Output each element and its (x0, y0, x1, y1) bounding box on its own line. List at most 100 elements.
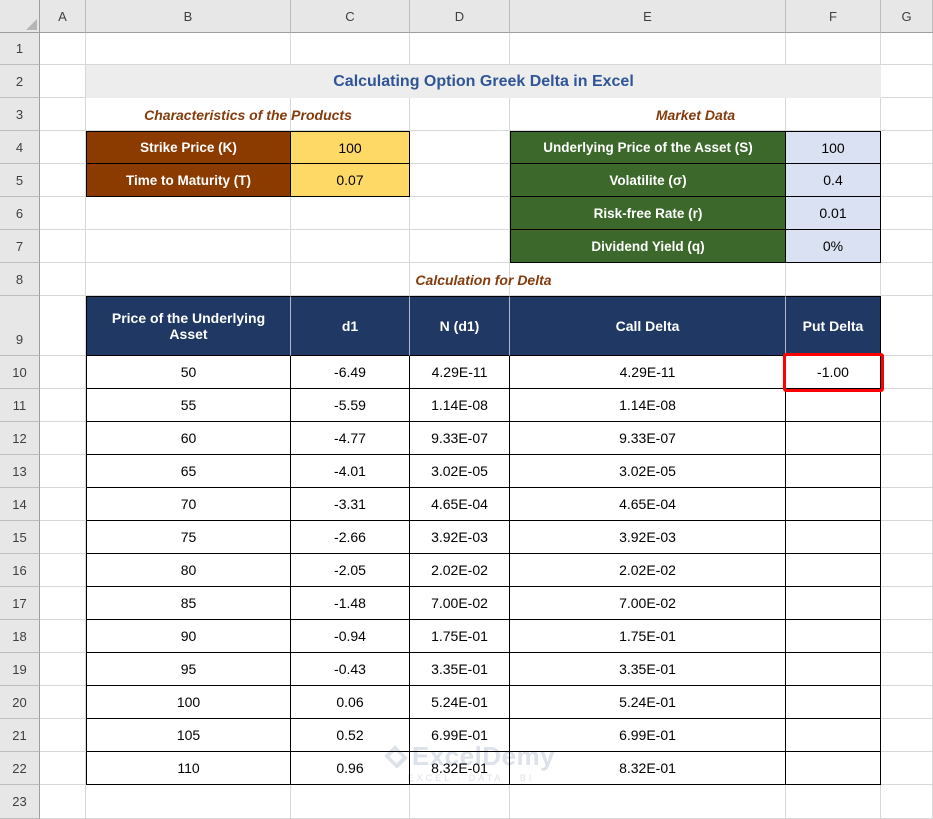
delta-cell[interactable] (786, 422, 881, 455)
delta-cell[interactable]: 9.33E-07 (410, 422, 510, 455)
delta-cell[interactable]: 4.65E-04 (510, 488, 786, 521)
delta-cell[interactable]: 2.02E-02 (510, 554, 786, 587)
row-header-18[interactable]: 18 (0, 620, 40, 653)
grid-cell[interactable] (410, 33, 510, 65)
delta-cell[interactable]: 1.14E-08 (410, 389, 510, 422)
delta-cell[interactable]: 3.35E-01 (410, 653, 510, 686)
delta-cell[interactable]: 3.92E-03 (510, 521, 786, 554)
delta-cell[interactable]: 1.75E-01 (410, 620, 510, 653)
volatility-label-cell[interactable]: Volatilite (σ) (510, 164, 786, 197)
delta-cell[interactable]: 70 (86, 488, 291, 521)
grid-cell[interactable] (786, 785, 881, 819)
delta-cell[interactable]: 85 (86, 587, 291, 620)
delta-cell[interactable]: 100 (86, 686, 291, 719)
volatility-value-cell[interactable]: 0.4 (786, 164, 881, 197)
grid-cell[interactable] (40, 587, 86, 620)
delta-cell[interactable]: 2.02E-02 (410, 554, 510, 587)
delta-cell[interactable]: -0.94 (291, 620, 410, 653)
delta-cell[interactable]: 0.96 (291, 752, 410, 785)
delta-cell[interactable]: 0.52 (291, 719, 410, 752)
grid-cell[interactable] (786, 263, 881, 296)
delta-cell[interactable] (786, 554, 881, 587)
delta-cell[interactable]: 8.32E-01 (410, 752, 510, 785)
column-header-g[interactable]: G (881, 0, 933, 33)
grid-cell[interactable] (86, 263, 291, 296)
grid-cell[interactable] (881, 785, 933, 819)
grid-cell[interactable] (410, 785, 510, 819)
grid-cell[interactable] (40, 752, 86, 785)
grid-cell[interactable] (881, 33, 933, 65)
delta-header-cell[interactable]: Put Delta (786, 296, 881, 356)
delta-cell[interactable]: 105 (86, 719, 291, 752)
risk-free-rate-value-cell[interactable]: 0.01 (786, 197, 881, 230)
grid-cell[interactable] (291, 98, 410, 131)
row-header-6[interactable]: 6 (0, 197, 40, 230)
grid-cell[interactable] (40, 389, 86, 422)
row-header-3[interactable]: 3 (0, 98, 40, 131)
grid-cell[interactable] (881, 554, 933, 587)
dividend-yield-label-cell[interactable]: Dividend Yield (q) (510, 230, 786, 263)
delta-cell[interactable]: 7.00E-02 (410, 587, 510, 620)
grid-cell[interactable] (40, 164, 86, 197)
underlying-price-value-cell[interactable]: 100 (786, 131, 881, 164)
grid-cell[interactable] (291, 33, 410, 65)
delta-cell[interactable]: 55 (86, 389, 291, 422)
row-header-21[interactable]: 21 (0, 719, 40, 752)
row-header-13[interactable]: 13 (0, 455, 40, 488)
column-header-f[interactable]: F (786, 0, 881, 33)
delta-cell[interactable] (786, 488, 881, 521)
dividend-yield-value-cell[interactable]: 0% (786, 230, 881, 263)
delta-cell[interactable]: 1.75E-01 (510, 620, 786, 653)
grid-cell[interactable] (40, 197, 86, 230)
grid-cell[interactable] (40, 230, 86, 263)
delta-cell[interactable]: 3.02E-05 (410, 455, 510, 488)
delta-cell[interactable]: 3.02E-05 (510, 455, 786, 488)
grid-cell[interactable] (40, 653, 86, 686)
grid-cell[interactable] (410, 164, 510, 197)
underlying-price-label-cell[interactable]: Underlying Price of the Asset (S) (510, 131, 786, 164)
market-data-heading[interactable]: Market Data (655, 106, 736, 123)
grid-cell[interactable] (40, 131, 86, 164)
delta-cell[interactable]: 5.24E-01 (410, 686, 510, 719)
grid-cell[interactable] (410, 98, 510, 131)
delta-cell[interactable]: 7.00E-02 (510, 587, 786, 620)
grid-cell[interactable] (881, 719, 933, 752)
row-header-20[interactable]: 20 (0, 686, 40, 719)
grid-cell[interactable] (881, 389, 933, 422)
grid-cell[interactable] (291, 785, 410, 819)
delta-cell[interactable]: -2.66 (291, 521, 410, 554)
grid-cell[interactable] (881, 230, 933, 263)
delta-header-cell[interactable]: Price of the Underlying Asset (86, 296, 291, 356)
grid-cell[interactable] (291, 263, 410, 296)
delta-cell[interactable]: 80 (86, 554, 291, 587)
strike-price-value-cell[interactable]: 100 (291, 131, 410, 164)
grid-cell[interactable] (881, 131, 933, 164)
grid-cell[interactable] (881, 521, 933, 554)
delta-header-cell[interactable]: N (d1) (410, 296, 510, 356)
row-header-15[interactable]: 15 (0, 521, 40, 554)
grid-cell[interactable] (40, 422, 86, 455)
grid-cell[interactable] (881, 752, 933, 785)
grid-cell[interactable] (40, 356, 86, 389)
grid-cell[interactable] (40, 686, 86, 719)
delta-cell[interactable]: 50 (86, 356, 291, 389)
row-header-23[interactable]: 23 (0, 785, 40, 819)
grid-cell[interactable] (40, 33, 86, 65)
delta-cell[interactable]: 3.92E-03 (410, 521, 510, 554)
delta-cell[interactable]: 6.99E-01 (510, 719, 786, 752)
row-header-10[interactable]: 10 (0, 356, 40, 389)
grid-cell[interactable] (881, 263, 933, 296)
grid-cell[interactable] (40, 263, 86, 296)
delta-cell[interactable] (786, 719, 881, 752)
delta-cell[interactable]: -4.01 (291, 455, 410, 488)
grid-cell[interactable] (881, 686, 933, 719)
grid-cell[interactable] (40, 488, 86, 521)
grid-cell[interactable] (881, 455, 933, 488)
delta-cell[interactable]: -1.48 (291, 587, 410, 620)
grid-cell[interactable] (410, 131, 510, 164)
grid-cell[interactable] (881, 620, 933, 653)
grid-cell[interactable] (881, 164, 933, 197)
grid-cell[interactable] (40, 719, 86, 752)
grid-cell[interactable] (291, 230, 410, 263)
grid-cell[interactable] (881, 653, 933, 686)
